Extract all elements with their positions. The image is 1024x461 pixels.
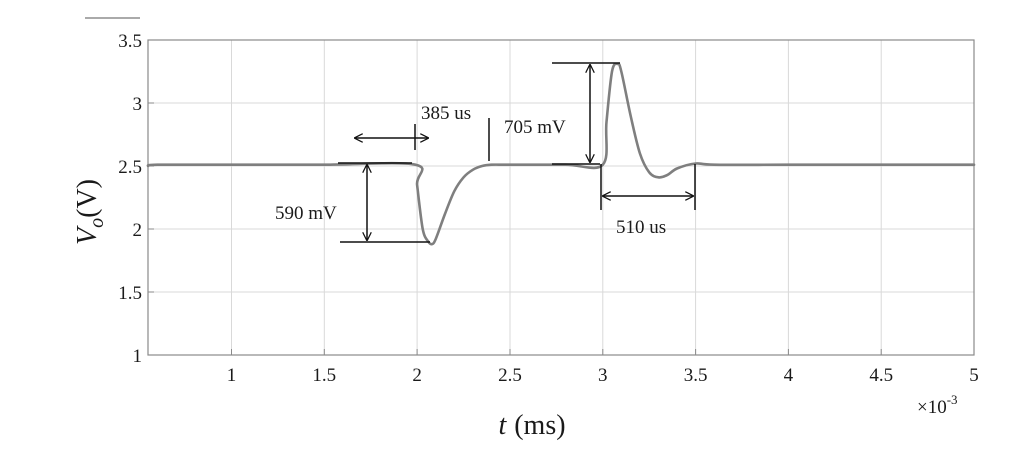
x-axis-exponent-power: -3 — [947, 392, 958, 407]
y-tick-labels: 1 1.5 2 2.5 3 3.5 — [118, 31, 154, 367]
plot-frame — [147, 39, 975, 356]
y-tick-label: 3.5 — [118, 31, 142, 52]
y-tick-label: 2.5 — [118, 157, 142, 178]
annotation-510us: 510 us — [600, 164, 696, 238]
y-tick-label: 2 — [133, 220, 143, 241]
x-tick-label: 5 — [969, 365, 979, 386]
y-axis-label: Vo(V) — [72, 179, 108, 245]
x-tick-label: 2 — [412, 365, 422, 386]
x-axis-label: t (ms) — [498, 410, 565, 441]
annotation-385us: 385 us — [355, 103, 490, 161]
series-lines — [146, 62, 976, 246]
annotation-510us-label: 510 us — [616, 217, 666, 238]
x-tick-label: 4.5 — [869, 365, 893, 386]
x-axis-label-symbol: t — [498, 410, 507, 441]
x-tick-labels: 1 1.5 2 2.5 3 3.5 4 4.5 5 — [227, 349, 979, 386]
annotation-590mv: 590 mV — [275, 162, 430, 243]
annotation-385us-label: 385 us — [421, 103, 471, 124]
y-axis-label-unit: (V) — [72, 179, 103, 218]
x-axis-exponent: ×10-3 — [917, 392, 958, 418]
annotation-590mv-label: 590 mV — [275, 203, 337, 224]
x-tick-label: 1.5 — [312, 365, 336, 386]
y-axis-label-subscript: o — [86, 218, 108, 228]
x-tick-label: 2.5 — [498, 365, 522, 386]
x-tick-label: 3 — [598, 365, 608, 386]
x-axis-exponent-base: ×10 — [917, 397, 947, 418]
y-tick-label: 3 — [133, 94, 143, 115]
y-tick-label: 1 — [133, 346, 143, 367]
x-tick-label: 4 — [784, 365, 794, 386]
annotation-705mv: 705 mV — [504, 62, 620, 165]
x-axis-label-unit: (ms) — [514, 410, 565, 441]
annotation-705mv-label: 705 mV — [504, 117, 566, 138]
plot-area — [148, 40, 974, 355]
x-tick-label: 1 — [227, 365, 237, 386]
x-tick-label: 3.5 — [684, 365, 708, 386]
series-line — [146, 62, 976, 246]
y-axis-label-symbol: V — [72, 225, 103, 245]
y-tick-label: 1.5 — [118, 283, 142, 304]
